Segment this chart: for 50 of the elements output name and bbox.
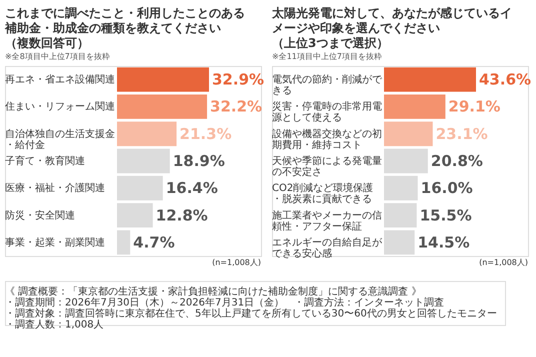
- bar: [384, 176, 418, 200]
- data-label: 18.9%: [172, 152, 225, 170]
- bar: [117, 203, 153, 228]
- text: ・調査人数：1,008人: [5, 318, 104, 330]
- text: (n=1,008人): [479, 258, 528, 267]
- data-label: 14.5%: [418, 233, 470, 252]
- data-label: 4.7%: [133, 233, 175, 252]
- data-label: 16.0%: [420, 179, 473, 198]
- text: 《 調査概要：「東京都の生活支援・家計負担軽減に向けた補助金制度」に関する意識調査 》: [5, 286, 422, 298]
- bar: [117, 148, 170, 174]
- bar: [384, 94, 446, 119]
- text: ※全11項目中上位7項目を抜粋: [272, 52, 382, 61]
- bar: [117, 94, 208, 119]
- chart-title: 太陽光発電に対して、あなたが感じているイメージや印象を選んでください（上位3つまで選択）: [271, 6, 512, 50]
- y-tick-label: 事業・起業・副業関連: [5, 236, 105, 248]
- y-tick-label: 設備や機器交換などの初期費用・維持コスト: [272, 128, 382, 151]
- bar: [384, 148, 428, 174]
- y-tick-label: 住まい・リフォーム関連: [5, 100, 115, 113]
- text: ※全8項目中上位7項目を抜粋: [5, 52, 110, 61]
- bar: [384, 122, 433, 146]
- y-tick-label: 電気代の節約・削減ができる: [272, 74, 383, 97]
- bar: [117, 176, 163, 200]
- y-tick-label: 再エネ・省エネ設備関連: [5, 74, 115, 86]
- data-label: 43.6%: [479, 70, 532, 89]
- y-tick-label: 施工業者やメーカーの信頼性・アフター保証: [272, 209, 382, 232]
- y-tick-label: 天候や季節による発電量の不安定さ: [272, 155, 382, 178]
- y-tick-label: 子育て・教育関連: [5, 155, 85, 167]
- data-label: 15.5%: [420, 206, 472, 224]
- data-label: 12.8%: [156, 206, 208, 224]
- bar: [117, 122, 177, 146]
- data-label: 20.8%: [430, 152, 483, 170]
- bar: [384, 67, 476, 92]
- y-tick-label: CO2削減など環境保護・脱炭素に貢献できる: [272, 182, 374, 206]
- text: ・調査期間：2026年7月30日（木）～2026年7月31日（金） ・調査方法：インターネット調査: [5, 296, 444, 308]
- text: ・調査対象：調査回答時に東京都在住で、5年以上戸建てを所有している30〜60代の男女と回答したモニター: [5, 308, 497, 320]
- y-tick-label: 医療・福祉・介護関連: [5, 182, 105, 194]
- data-label: 21.3%: [180, 124, 232, 143]
- data-label: 32.2%: [210, 98, 262, 116]
- data-label: 16.4%: [166, 179, 218, 198]
- y-tick-label: 災害・停電時の非常用電源として使える: [272, 100, 382, 124]
- data-label: 32.9%: [212, 70, 264, 89]
- text: (n=1,008人): [212, 258, 261, 267]
- chart-title: これまでに調べたこと・利用したことのある補助金・助成金の種類を教えてください（複数回答可）: [4, 6, 245, 50]
- y-tick-label: 自治体独自の生活支援金・給付金: [5, 128, 115, 151]
- bar: [384, 203, 417, 228]
- y-tick-label: エネルギーの自給自足ができる安心感: [272, 236, 383, 260]
- data-label: 29.1%: [448, 98, 500, 116]
- y-tick-label: 防災・安全関連: [5, 209, 75, 222]
- data-label: 23.1%: [436, 124, 488, 143]
- bar: [117, 67, 209, 92]
